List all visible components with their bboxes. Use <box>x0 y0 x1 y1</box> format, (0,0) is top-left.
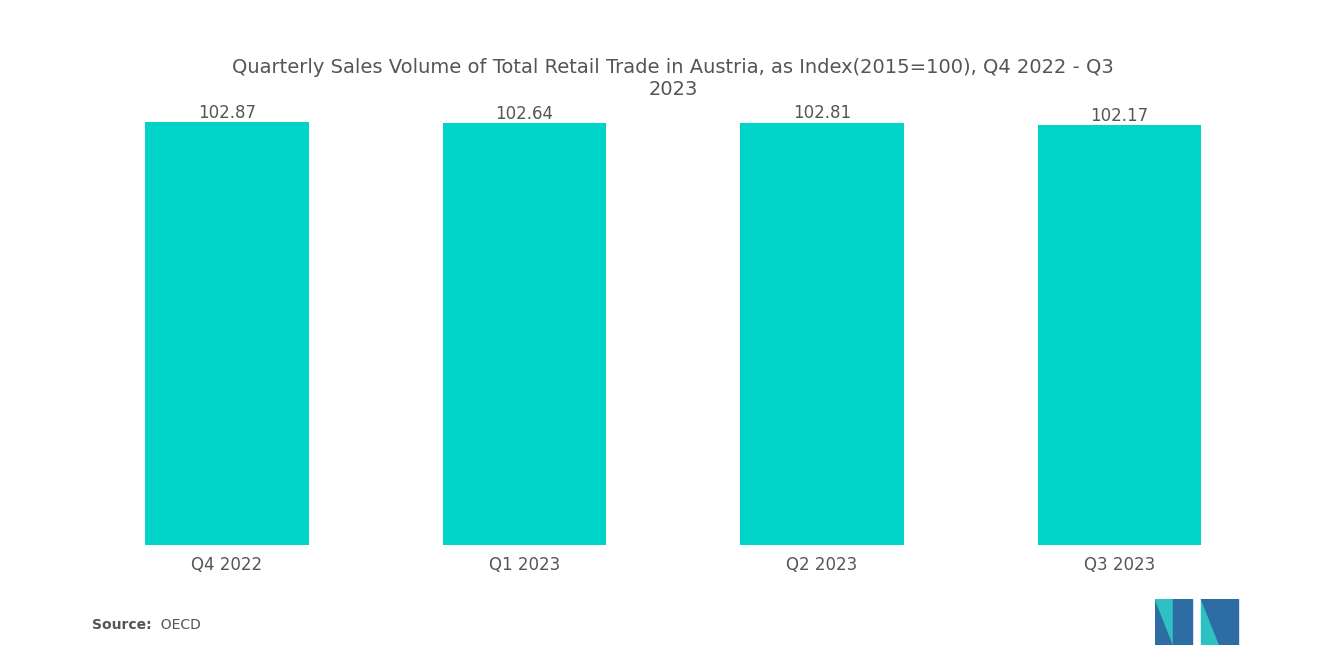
Bar <box>741 122 904 545</box>
Text: 102.87: 102.87 <box>198 104 256 122</box>
Text: 102.17: 102.17 <box>1090 106 1148 124</box>
Polygon shape <box>1201 598 1220 645</box>
Bar <box>1038 125 1201 545</box>
Text: OECD: OECD <box>152 618 201 632</box>
Text: Source:: Source: <box>92 618 152 632</box>
Polygon shape <box>1155 598 1192 645</box>
Polygon shape <box>1173 598 1192 645</box>
Polygon shape <box>1220 598 1238 645</box>
Text: 102.64: 102.64 <box>495 104 553 122</box>
Text: 102.81: 102.81 <box>793 104 851 122</box>
Polygon shape <box>1201 598 1238 645</box>
Polygon shape <box>1155 598 1173 645</box>
Bar <box>442 123 606 545</box>
Title: Quarterly Sales Volume of Total Retail Trade in Austria, as Index(2015=100), Q4 : Quarterly Sales Volume of Total Retail T… <box>232 58 1114 98</box>
Bar <box>145 122 309 545</box>
